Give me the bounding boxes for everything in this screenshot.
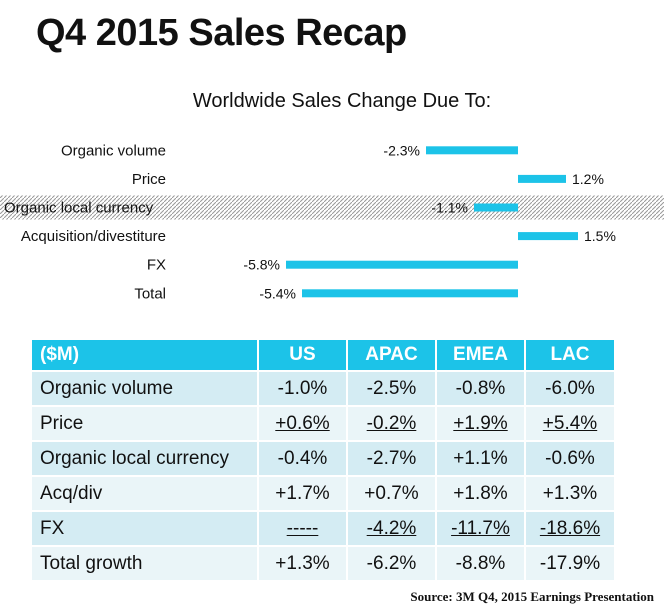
table-cell: -0.8%: [436, 370, 526, 406]
table-cell: -18.6%: [525, 510, 616, 546]
table-cell: -1.0%: [258, 370, 348, 406]
table-cell: -4.2%: [347, 510, 437, 546]
table-row: Organic volume -1.0% -2.5% -0.8% -6.0%: [32, 370, 616, 406]
table-cell: -0.4%: [258, 440, 348, 476]
table-cell: +1.9%: [436, 405, 526, 441]
table-cell: -6.0%: [525, 370, 616, 406]
page-title: Q4 2015 Sales Recap: [36, 12, 407, 54]
cell-value: +1.7%: [275, 482, 330, 504]
table-header-cell: ($M): [32, 340, 259, 371]
category-label: FX: [147, 257, 166, 274]
cell-value: -0.2%: [366, 412, 417, 434]
cell-value: -2.7%: [366, 447, 417, 469]
table-header-cell: APAC: [347, 340, 437, 371]
cell-value: -18.6%: [539, 517, 601, 539]
cell-value: -0.4%: [277, 447, 328, 469]
data-label: -1.1%: [431, 200, 468, 216]
cell-value: +5.4%: [542, 412, 598, 434]
cell-value: +0.7%: [364, 482, 419, 504]
cell-value: +1.8%: [453, 482, 508, 504]
cell-value: -4.2%: [366, 517, 417, 539]
table-cell: -2.7%: [347, 440, 437, 476]
table-row: FX ----- -4.2% -11.7% -18.6%: [32, 510, 616, 546]
table-cell: +1.3%: [258, 545, 348, 580]
cell-value: -0.6%: [545, 447, 595, 469]
bar: [518, 232, 578, 241]
table-cell: -0.2%: [347, 405, 437, 441]
category-label: Acquisition/divestiture: [21, 228, 166, 245]
table-row: Acq/div +1.7% +0.7% +1.8% +1.3%: [32, 475, 616, 511]
row-label: Organic volume: [32, 370, 259, 406]
table-cell: -8.8%: [436, 545, 526, 580]
cell-value: -0.8%: [455, 377, 506, 399]
table-header-cell: EMEA: [436, 340, 526, 371]
source-note: Source: 3M Q4, 2015 Earnings Presentatio…: [410, 589, 654, 604]
cell-value: +1.9%: [453, 412, 508, 434]
bar: [518, 174, 566, 183]
cell-value: -6.2%: [366, 552, 417, 574]
table-header-cell: LAC: [525, 340, 616, 371]
cell-value: +0.6%: [275, 412, 330, 434]
cell-value: +1.3%: [542, 482, 598, 504]
table-cell: +1.1%: [436, 440, 526, 476]
row-label: Price: [32, 405, 259, 441]
table-cell: +0.7%: [347, 475, 437, 511]
bar: [474, 203, 518, 212]
table-row: Price +0.6% -0.2% +1.9% +5.4%: [32, 405, 616, 441]
category-label: Organic volume: [61, 142, 166, 159]
data-label: -5.8%: [243, 257, 280, 273]
table-row: Organic local currency -0.4% -2.7% +1.1% -0.…: [32, 440, 616, 476]
table-cell: +5.4%: [525, 405, 616, 441]
table-cell: -----: [258, 510, 348, 546]
bar: [286, 260, 518, 269]
cell-value: -----: [286, 517, 319, 539]
table-header-row: ($M) US APAC EMEA LAC: [32, 340, 616, 371]
cell-value: -1.0%: [277, 377, 328, 399]
cell-value: -8.8%: [455, 552, 506, 574]
regional-sales-table: ($M) US APAC EMEA LAC Organic volume -1.0…: [32, 340, 616, 580]
data-label: -5.4%: [259, 285, 296, 301]
bar: [426, 146, 518, 155]
row-label: Total growth: [32, 545, 259, 580]
row-label: Acq/div: [32, 475, 259, 511]
cell-value: -6.0%: [545, 377, 595, 399]
cell-value: -11.7%: [451, 517, 510, 539]
table-cell: +1.7%: [258, 475, 348, 511]
table-cell: -6.2%: [347, 545, 437, 580]
table-cell: +0.6%: [258, 405, 348, 441]
table-cell: -11.7%: [436, 510, 526, 546]
data-label: 1.5%: [584, 228, 616, 244]
table-row: Total growth +1.3% -6.2% -8.8% -17.9%: [32, 545, 616, 580]
table-header-cell: US: [258, 340, 348, 371]
cell-value: -2.5%: [366, 377, 417, 399]
table-cell: +1.3%: [525, 475, 616, 511]
row-label: Organic local currency: [32, 440, 259, 476]
table-cell: +1.8%: [436, 475, 526, 511]
highlight-band: [0, 195, 664, 220]
sales-change-bar-chart: Organic volume -2.3% Price 1.2% Organic loca…: [0, 142, 664, 302]
category-label: Price: [132, 171, 166, 188]
category-label: Total: [134, 285, 166, 302]
cell-value: -17.9%: [539, 552, 601, 574]
table-cell: -0.6%: [525, 440, 616, 476]
table-cell: -17.9%: [525, 545, 616, 580]
chart-title: Worldwide Sales Change Due To:: [192, 90, 492, 112]
data-label: 1.2%: [572, 171, 604, 187]
category-label: Organic local currency: [4, 200, 154, 217]
cell-value: +1.3%: [275, 552, 330, 574]
table-cell: -2.5%: [347, 370, 437, 406]
row-label: FX: [32, 510, 259, 546]
data-label: -2.3%: [383, 142, 420, 158]
bar: [302, 289, 518, 298]
cell-value: +1.1%: [453, 447, 508, 469]
